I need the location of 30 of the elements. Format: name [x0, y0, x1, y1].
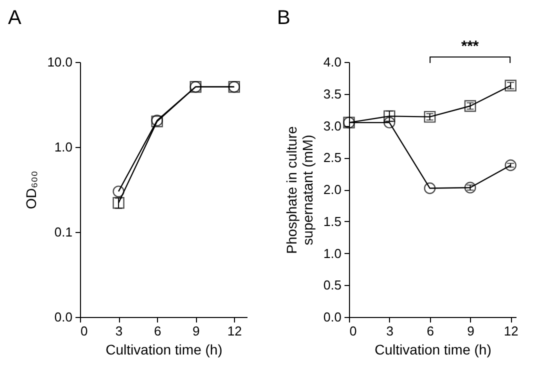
- chart-title: A: [8, 7, 22, 29]
- y-tick-label: 0.0: [323, 310, 342, 324]
- x-tick-label: 6: [426, 324, 434, 338]
- y-tick-label: 0.1: [54, 224, 72, 240]
- x-tick-label: 12: [227, 324, 242, 338]
- y-tick-label: 1.0: [323, 246, 342, 261]
- x-tick-label: 3: [115, 324, 123, 338]
- x-axis-title: Cultivation time (h): [106, 342, 222, 358]
- x-tick-label: 0: [350, 324, 357, 338]
- x-tick-label: 6: [154, 324, 162, 338]
- x-tick-label: 9: [467, 324, 474, 338]
- y-axis-title: Phosphate in culture supernatant (mM): [283, 126, 316, 254]
- y-axis-title: OD₆₀₀: [23, 170, 40, 210]
- y-tick-label: 1.5: [323, 214, 342, 229]
- y-tick-label: 2.5: [323, 150, 342, 166]
- text: ***: [461, 38, 479, 55]
- x-tick-label: 0: [80, 324, 88, 338]
- y-tick-label: 0.0: [54, 310, 72, 324]
- y-tick-label: 3.0: [323, 118, 342, 134]
- y-tick-label: 10.0: [47, 54, 72, 70]
- y-tick-label: 4.0: [323, 54, 342, 70]
- x-tick-label: 3: [386, 324, 394, 338]
- chart-title: B: [277, 7, 290, 29]
- x-tick-label: 12: [504, 324, 518, 338]
- y-tick-label: 2.0: [323, 182, 342, 197]
- y-tick-label: 3.5: [323, 86, 342, 102]
- x-tick-label: 9: [192, 324, 200, 338]
- x-axis-title: Cultivation time (h): [374, 342, 492, 358]
- y-tick-label: 1.0: [54, 140, 72, 154]
- y-tick-label: 0.5: [323, 278, 342, 293]
